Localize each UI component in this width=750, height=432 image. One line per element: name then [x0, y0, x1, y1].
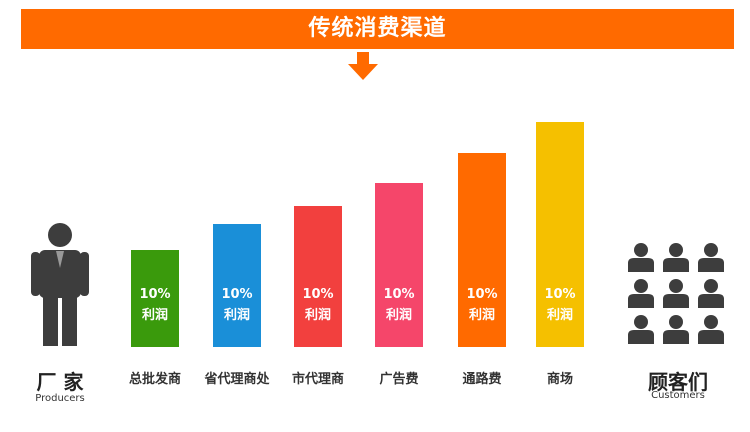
channel-bar	[213, 224, 261, 347]
customer-person-body	[663, 294, 689, 308]
channel-bar	[536, 122, 584, 347]
customer-person-icon	[704, 315, 718, 329]
channel-label: 通路费	[462, 372, 502, 387]
customer-person-icon	[669, 315, 683, 329]
channel-bar	[131, 250, 179, 347]
customer-person-body	[663, 258, 689, 272]
channel-label: 市代理商	[291, 372, 344, 387]
page-title: 传统消费渠道	[308, 16, 447, 41]
bar-percent-label: 10%	[302, 287, 334, 302]
bar-note-label: 利润	[304, 308, 331, 323]
bar-note-label: 利润	[468, 308, 495, 323]
customers-title: 顾客们	[648, 370, 708, 394]
channel-label: 总批发商	[128, 372, 181, 387]
channel-label: 广告费	[379, 372, 419, 387]
channel-label: 商场	[546, 372, 573, 387]
bar-percent-label: 10%	[221, 287, 253, 302]
down-arrow-icon	[348, 52, 378, 80]
channel-label: 省代理商处	[204, 372, 270, 387]
customer-person-body	[628, 294, 654, 308]
customers-subtitle: Customers	[651, 390, 705, 401]
bar-percent-label: 10%	[466, 287, 498, 302]
bar-note-label: 利润	[223, 308, 250, 323]
customer-person-icon	[634, 279, 648, 293]
customer-person-icon	[669, 279, 683, 293]
producer-title: 厂 家	[36, 370, 84, 394]
channel-bar	[458, 153, 506, 347]
customer-person-icon	[634, 243, 648, 257]
bar-note-label: 利润	[385, 308, 412, 323]
bar-note-label: 利润	[141, 308, 168, 323]
customer-person-icon	[704, 279, 718, 293]
customer-person-body	[628, 330, 654, 344]
bar-percent-label: 10%	[139, 287, 171, 302]
customer-person-icon	[669, 243, 683, 257]
producer-person-icon	[31, 223, 89, 346]
header-banner: 传统消费渠道	[21, 9, 734, 49]
customer-person-body	[663, 330, 689, 344]
customers-crowd-icon	[628, 243, 724, 344]
channel-bar	[375, 183, 423, 347]
customer-person-body	[698, 330, 724, 344]
bar-note-label: 利润	[546, 308, 573, 323]
bar-percent-label: 10%	[544, 287, 576, 302]
customer-person-body	[698, 258, 724, 272]
channel-bar	[294, 206, 342, 347]
customer-person-body	[628, 258, 654, 272]
bar-percent-label: 10%	[383, 287, 415, 302]
customer-person-icon	[634, 315, 648, 329]
customer-person-body	[698, 294, 724, 308]
customer-person-icon	[704, 243, 718, 257]
producer-subtitle: Producers	[35, 393, 85, 404]
